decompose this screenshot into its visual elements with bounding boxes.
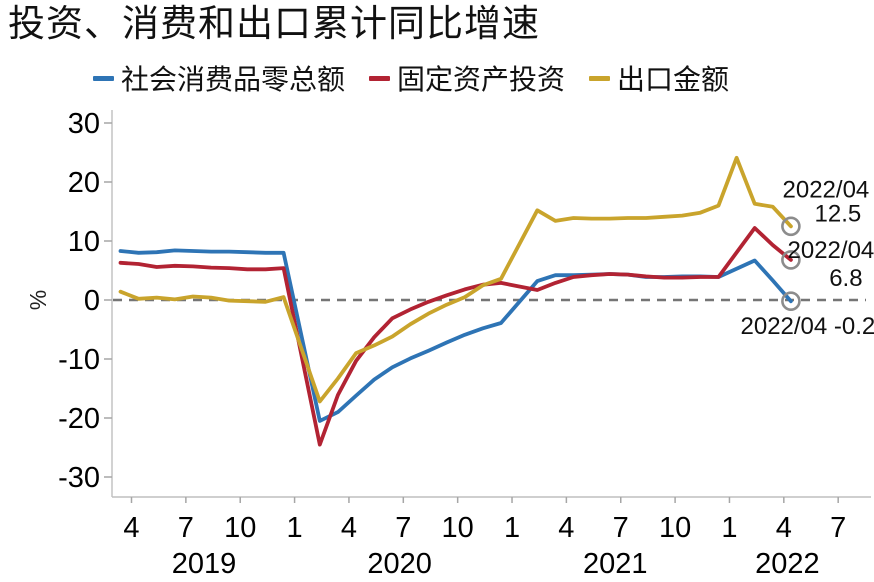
- legend-dash-icon-retail: [93, 75, 114, 81]
- x-tick-label: 7: [395, 512, 411, 544]
- series-line-2: [118, 155, 793, 404]
- legend-label-retail: 社会消费品零总额: [121, 65, 346, 96]
- x-year-label: 2021: [583, 548, 648, 580]
- x-year-label: 2020: [367, 548, 432, 580]
- y-tick-label: 10: [68, 226, 100, 258]
- x-tick-label: 1: [287, 512, 303, 544]
- chart-legend: 社会消费品零总额 固定资产投资 出口金额: [93, 58, 729, 98]
- x-tick-label: 10: [659, 512, 691, 544]
- chart-title: 投资、消费和出口累计同比增速: [8, 4, 540, 45]
- y-tick-label: 20: [68, 167, 100, 199]
- x-tick-label: 7: [830, 512, 846, 544]
- y-tick-label: -20: [58, 403, 100, 435]
- annotation-1-line-0: 2022/04: [788, 237, 874, 264]
- x-tick-label: 7: [613, 512, 629, 544]
- series-line-1: [118, 226, 793, 447]
- y-tick-label: 30: [68, 108, 100, 140]
- x-tick-label: 10: [224, 512, 256, 544]
- legend-label-fai: 固定资产投资: [397, 65, 566, 96]
- end-marker-2: [781, 216, 801, 237]
- y-tick-label: -10: [58, 344, 100, 376]
- legend-item-exports: 出口金额: [589, 58, 729, 98]
- annotation-1-line-1: 6.8: [829, 265, 862, 292]
- y-tick-label: -30: [58, 462, 100, 494]
- end-marker-1: [781, 250, 801, 270]
- y-axis-unit-label: %: [25, 290, 51, 310]
- annotation-0-line-1: 12.5: [815, 200, 862, 227]
- legend-label-exports: 出口金额: [617, 65, 730, 96]
- legend-item-retail: 社会消费品零总额: [93, 58, 345, 98]
- x-tick-label: 4: [776, 512, 792, 544]
- x-year-label: 2019: [172, 548, 237, 580]
- annotation-0-line-0: 2022/04: [783, 176, 870, 203]
- x-tick-label: 4: [558, 512, 574, 544]
- x-tick-label: 1: [721, 512, 737, 544]
- end-marker-0: [781, 291, 801, 312]
- x-tick-label: 1: [504, 512, 520, 544]
- x-tick-label: 4: [341, 512, 357, 544]
- x-year-label: 2022: [755, 548, 820, 580]
- annotation-2-line-0: 2022/04 -0.2: [741, 313, 874, 340]
- legend-dash-icon-exports: [589, 75, 611, 81]
- x-tick-label: 10: [442, 512, 474, 544]
- x-tick-label: 4: [123, 512, 139, 544]
- x-tick-label: 7: [178, 512, 194, 544]
- y-tick-label: 0: [84, 285, 100, 317]
- legend-item-fai: 固定资产投资: [369, 58, 565, 98]
- legend-dash-icon-fai: [369, 75, 391, 81]
